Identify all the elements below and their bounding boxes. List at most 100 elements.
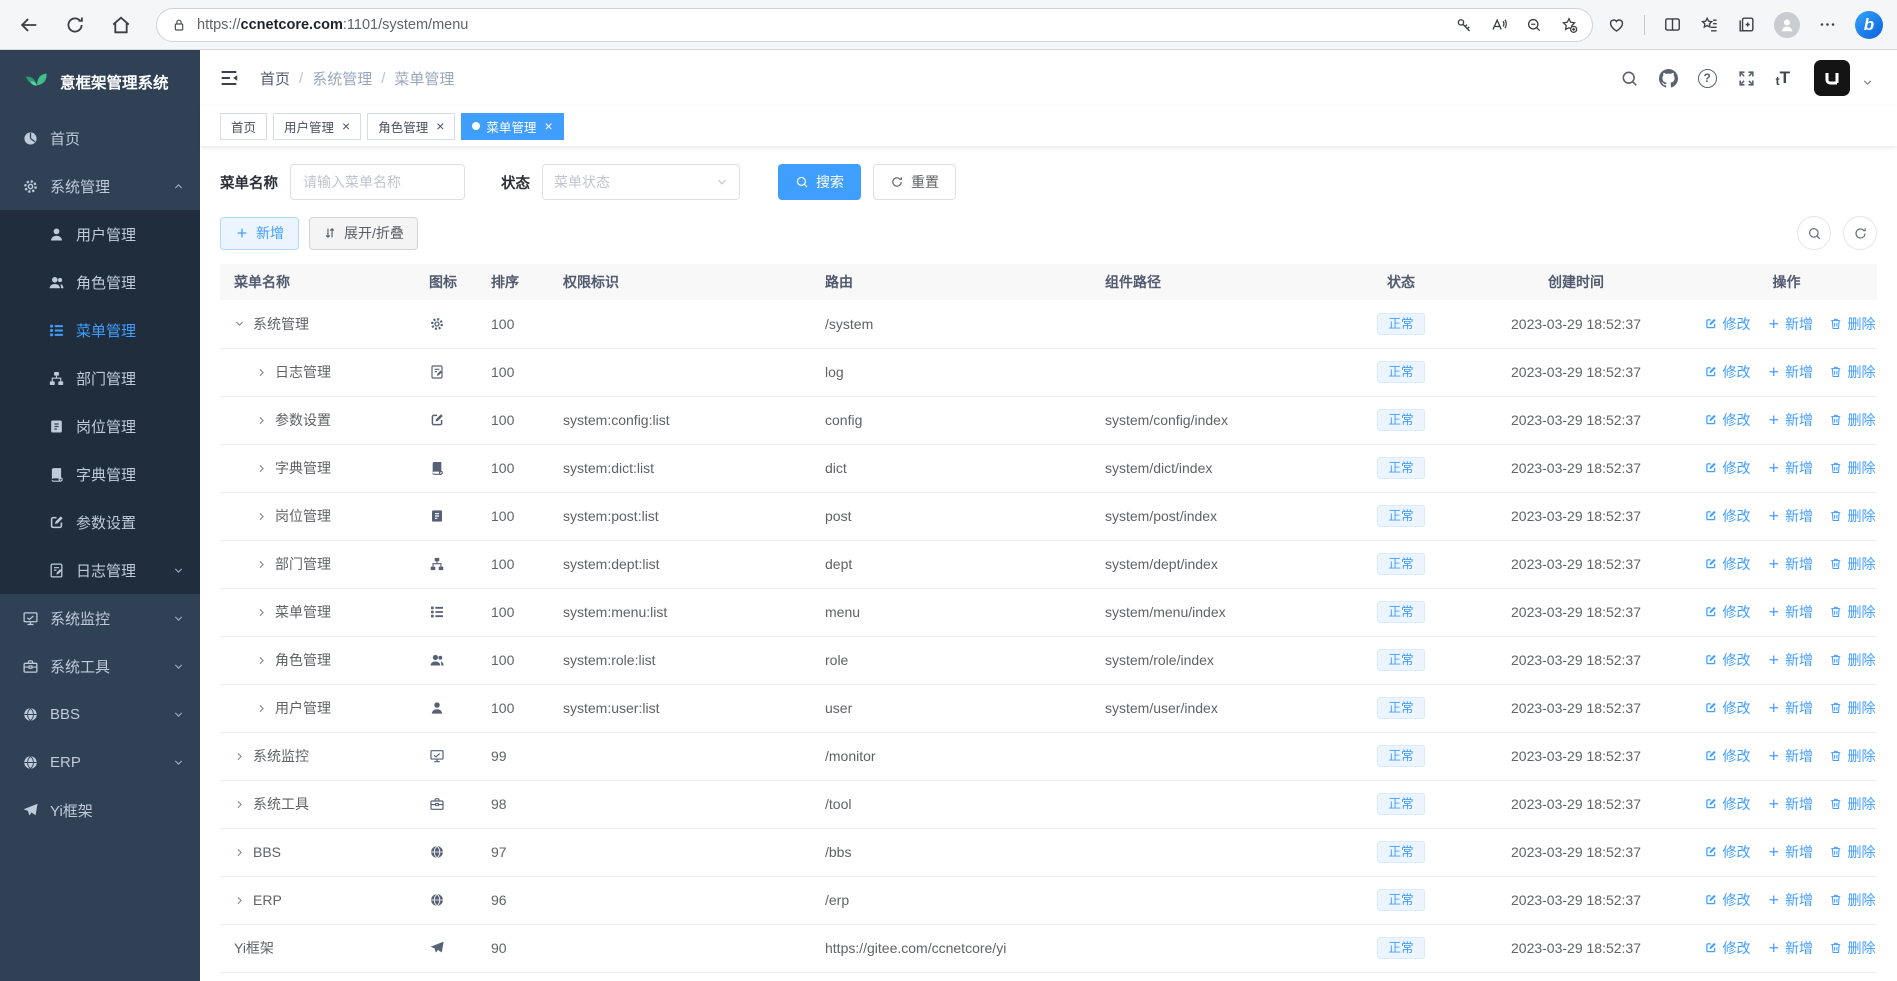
sidebar-item[interactable]: 首页: [0, 114, 200, 162]
chevron-right-icon[interactable]: [234, 799, 245, 810]
tab-用户管理[interactable]: 用户管理 ×: [273, 112, 362, 140]
chevron-right-icon[interactable]: [256, 415, 267, 426]
add-action[interactable]: 新增: [1767, 938, 1813, 958]
sidebar-item[interactable]: 部门管理: [0, 354, 200, 402]
add-action[interactable]: 新增: [1767, 650, 1813, 670]
delete-action[interactable]: 删除: [1829, 698, 1876, 718]
chevron-right-icon[interactable]: [256, 655, 267, 666]
edit-action[interactable]: 修改: [1704, 410, 1751, 430]
tab-角色管理[interactable]: 角色管理 ×: [367, 112, 456, 140]
edit-action[interactable]: 修改: [1704, 650, 1751, 670]
sidebar-item[interactable]: BBS: [0, 690, 200, 738]
delete-action[interactable]: 删除: [1829, 410, 1876, 430]
sidebar-item[interactable]: 字典管理: [0, 450, 200, 498]
breadcrumb-item[interactable]: 系统管理: [312, 70, 373, 88]
fullscreen-icon[interactable]: [1737, 69, 1756, 88]
add-favorite-icon[interactable]: [1560, 16, 1578, 34]
bing-chat-icon[interactable]: b: [1855, 10, 1883, 39]
edit-action[interactable]: 修改: [1704, 554, 1751, 574]
edit-action[interactable]: 修改: [1704, 698, 1751, 718]
edit-action[interactable]: 修改: [1704, 890, 1751, 910]
edit-action[interactable]: 修改: [1704, 458, 1751, 478]
add-action[interactable]: 新增: [1767, 506, 1813, 526]
chevron-right-icon[interactable]: [256, 511, 267, 522]
breadcrumb-item[interactable]: 首页: [260, 70, 291, 88]
add-action[interactable]: 新增: [1767, 890, 1813, 910]
delete-action[interactable]: 删除: [1829, 938, 1876, 958]
add-action[interactable]: 新增: [1767, 362, 1813, 382]
address-bar[interactable]: https://ccnetcore.com:1101/system/menu: [156, 7, 1593, 42]
browser-menu-icon[interactable]: [1818, 15, 1837, 34]
github-icon[interactable]: [1659, 69, 1678, 88]
expand-collapse-button[interactable]: 展开/折叠: [309, 216, 418, 250]
sidebar-item[interactable]: 系统管理: [0, 162, 200, 210]
help-icon[interactable]: ?: [1697, 68, 1717, 88]
delete-action[interactable]: 删除: [1829, 314, 1876, 334]
zoom-out-icon[interactable]: [1525, 16, 1543, 34]
delete-action[interactable]: 删除: [1829, 890, 1876, 910]
menu-name-input[interactable]: [290, 164, 465, 200]
delete-action[interactable]: 删除: [1829, 794, 1876, 814]
app-logo[interactable]: 意框架管理系统: [0, 50, 200, 114]
delete-action[interactable]: 删除: [1829, 362, 1876, 382]
sidebar-item[interactable]: 系统监控: [0, 594, 200, 642]
sidebar-item[interactable]: 菜单管理: [0, 306, 200, 354]
edit-action[interactable]: 修改: [1704, 746, 1751, 766]
edit-action[interactable]: 修改: [1704, 362, 1751, 382]
add-action[interactable]: 新增: [1767, 842, 1813, 862]
edit-action[interactable]: 修改: [1704, 938, 1751, 958]
browser-reload-icon[interactable]: [64, 14, 86, 36]
sidebar-item[interactable]: 用户管理: [0, 210, 200, 258]
delete-action[interactable]: 删除: [1829, 746, 1876, 766]
add-action[interactable]: 新增: [1767, 698, 1813, 718]
edit-action[interactable]: 修改: [1704, 602, 1751, 622]
browser-home-icon[interactable]: [110, 14, 132, 36]
edit-action[interactable]: 修改: [1704, 842, 1751, 862]
refresh-table-button[interactable]: [1843, 216, 1877, 250]
chevron-down-icon[interactable]: [1862, 77, 1873, 88]
chevron-right-icon[interactable]: [256, 703, 267, 714]
status-select[interactable]: 菜单状态: [542, 164, 740, 200]
edit-action[interactable]: 修改: [1704, 794, 1751, 814]
sidebar-item[interactable]: 日志管理: [0, 546, 200, 594]
favorites-icon[interactable]: [1700, 15, 1719, 34]
edit-action[interactable]: 修改: [1704, 314, 1751, 334]
add-action[interactable]: 新增: [1767, 746, 1813, 766]
add-action[interactable]: 新增: [1767, 602, 1813, 622]
add-action[interactable]: 新增: [1767, 554, 1813, 574]
chevron-right-icon[interactable]: [256, 607, 267, 618]
sidebar-item[interactable]: Yi框架: [0, 786, 200, 834]
sidebar-item[interactable]: ERP: [0, 738, 200, 786]
search-button[interactable]: 搜索: [778, 164, 861, 200]
split-screen-icon[interactable]: [1663, 15, 1682, 34]
browser-back-icon[interactable]: [18, 14, 40, 36]
show-search-button[interactable]: [1797, 216, 1831, 250]
add-button[interactable]: 新增: [220, 216, 299, 250]
delete-action[interactable]: 删除: [1829, 650, 1876, 670]
password-key-icon[interactable]: [1455, 16, 1473, 34]
close-tab-icon[interactable]: ×: [342, 118, 351, 134]
chevron-right-icon[interactable]: [234, 847, 245, 858]
close-tab-icon[interactable]: ×: [544, 118, 553, 134]
browser-profile-avatar[interactable]: [1774, 11, 1800, 38]
collapse-sidebar-icon[interactable]: [218, 67, 240, 89]
lock-icon[interactable]: [171, 17, 187, 33]
chevron-right-icon[interactable]: [256, 367, 267, 378]
tab-菜单管理[interactable]: 菜单管理 ×: [461, 112, 564, 140]
read-aloud-icon[interactable]: [1490, 16, 1508, 34]
delete-action[interactable]: 删除: [1829, 458, 1876, 478]
chevron-right-icon[interactable]: [256, 463, 267, 474]
chevron-right-icon[interactable]: [234, 895, 245, 906]
add-action[interactable]: 新增: [1767, 314, 1813, 334]
chevron-right-icon[interactable]: [256, 559, 267, 570]
add-action[interactable]: 新增: [1767, 794, 1813, 814]
browser-essentials-icon[interactable]: [1607, 15, 1626, 34]
user-avatar[interactable]: [1814, 60, 1850, 96]
reset-button[interactable]: 重置: [873, 164, 956, 200]
sidebar-item[interactable]: 岗位管理: [0, 402, 200, 450]
delete-action[interactable]: 删除: [1829, 506, 1876, 526]
chevron-down-icon[interactable]: [234, 318, 245, 329]
search-icon[interactable]: [1620, 69, 1639, 88]
tab-首页[interactable]: 首页: [220, 112, 268, 140]
